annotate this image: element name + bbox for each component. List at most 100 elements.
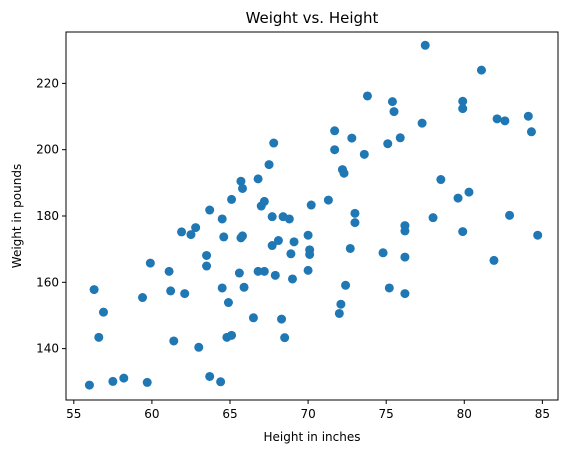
x-tick-label: 55 [66,407,81,421]
x-axis-ticks: 55 60 65 70 75 80 85 [66,400,550,421]
data-point [306,200,316,210]
plot-area [66,32,558,400]
data-point [347,133,357,143]
data-point [286,249,296,259]
data-point [145,258,155,268]
data-point [489,255,499,265]
data-point [384,283,394,293]
data-point [253,174,263,184]
data-point [359,149,369,159]
x-tick-label: 65 [222,407,237,421]
data-point [238,231,247,241]
data-point [194,342,204,352]
data-point [505,210,515,220]
chart-title: Weight vs. Height [246,9,379,27]
data-point [341,280,351,290]
data-point [269,138,279,148]
data-point [436,175,446,185]
y-axis-ticks: 140 160 180 200 220 [36,76,66,356]
data-point [492,114,502,124]
data-point [284,214,294,224]
x-tick-label: 85 [535,407,550,421]
data-point [400,252,410,262]
data-point [303,265,313,275]
data-point [169,336,179,346]
x-tick-label: 80 [457,407,472,421]
data-point [270,270,280,280]
data-point [458,96,468,106]
data-point [453,193,463,203]
data-point [248,313,258,323]
x-tick-label: 75 [379,407,394,421]
data-point [336,299,346,309]
points-layer [84,40,543,390]
data-point [205,205,215,215]
data-point [166,286,176,296]
data-point [334,308,344,318]
data-point [267,212,277,222]
data-point [330,126,340,136]
data-point [305,245,315,255]
data-point [350,218,360,228]
data-point [389,107,399,117]
data-point [458,227,468,237]
data-point [287,274,297,284]
data-point [526,127,536,137]
y-tick-label: 220 [36,76,59,90]
data-point [217,283,227,293]
data-point [383,139,393,149]
data-point [223,298,233,308]
data-point [280,333,290,343]
x-tick-label: 60 [144,407,159,421]
data-point [339,168,349,178]
y-tick-label: 200 [36,143,59,157]
data-point [259,266,269,276]
data-point [362,91,372,101]
data-point [84,380,94,390]
data-point [259,196,269,206]
data-point [202,261,212,271]
data-point [186,230,196,240]
data-point [119,373,129,383]
x-axis-label: Height in inches [263,430,360,444]
data-point [94,332,104,342]
data-point [323,195,333,205]
data-point [138,293,148,303]
data-point [277,314,287,324]
y-tick-label: 160 [36,275,59,289]
data-point [253,266,263,276]
data-point [378,248,388,258]
data-point [400,221,410,231]
data-point [395,133,405,143]
y-tick-label: 180 [36,209,59,223]
data-point [533,230,543,240]
data-point [142,377,152,387]
data-point [273,236,283,246]
x-tick-label: 70 [300,407,315,421]
data-point [234,268,244,278]
data-point [289,237,299,247]
data-point [417,118,427,128]
data-point [345,243,355,253]
data-point [202,250,212,260]
data-point [476,65,486,75]
y-axis-label: Weight in pounds [10,164,24,268]
data-point [350,208,360,218]
data-point [180,289,190,299]
data-point [428,213,438,223]
data-point [387,97,397,107]
data-point [205,371,215,381]
y-tick-label: 140 [36,342,59,356]
data-point [164,266,174,276]
data-point [217,214,227,224]
data-point [464,187,474,197]
data-point [523,111,533,121]
data-point [267,241,277,251]
data-point [264,160,274,170]
data-point [236,176,246,186]
data-point [227,330,237,340]
data-point [330,145,340,155]
data-point [400,289,410,299]
data-point [177,227,187,237]
